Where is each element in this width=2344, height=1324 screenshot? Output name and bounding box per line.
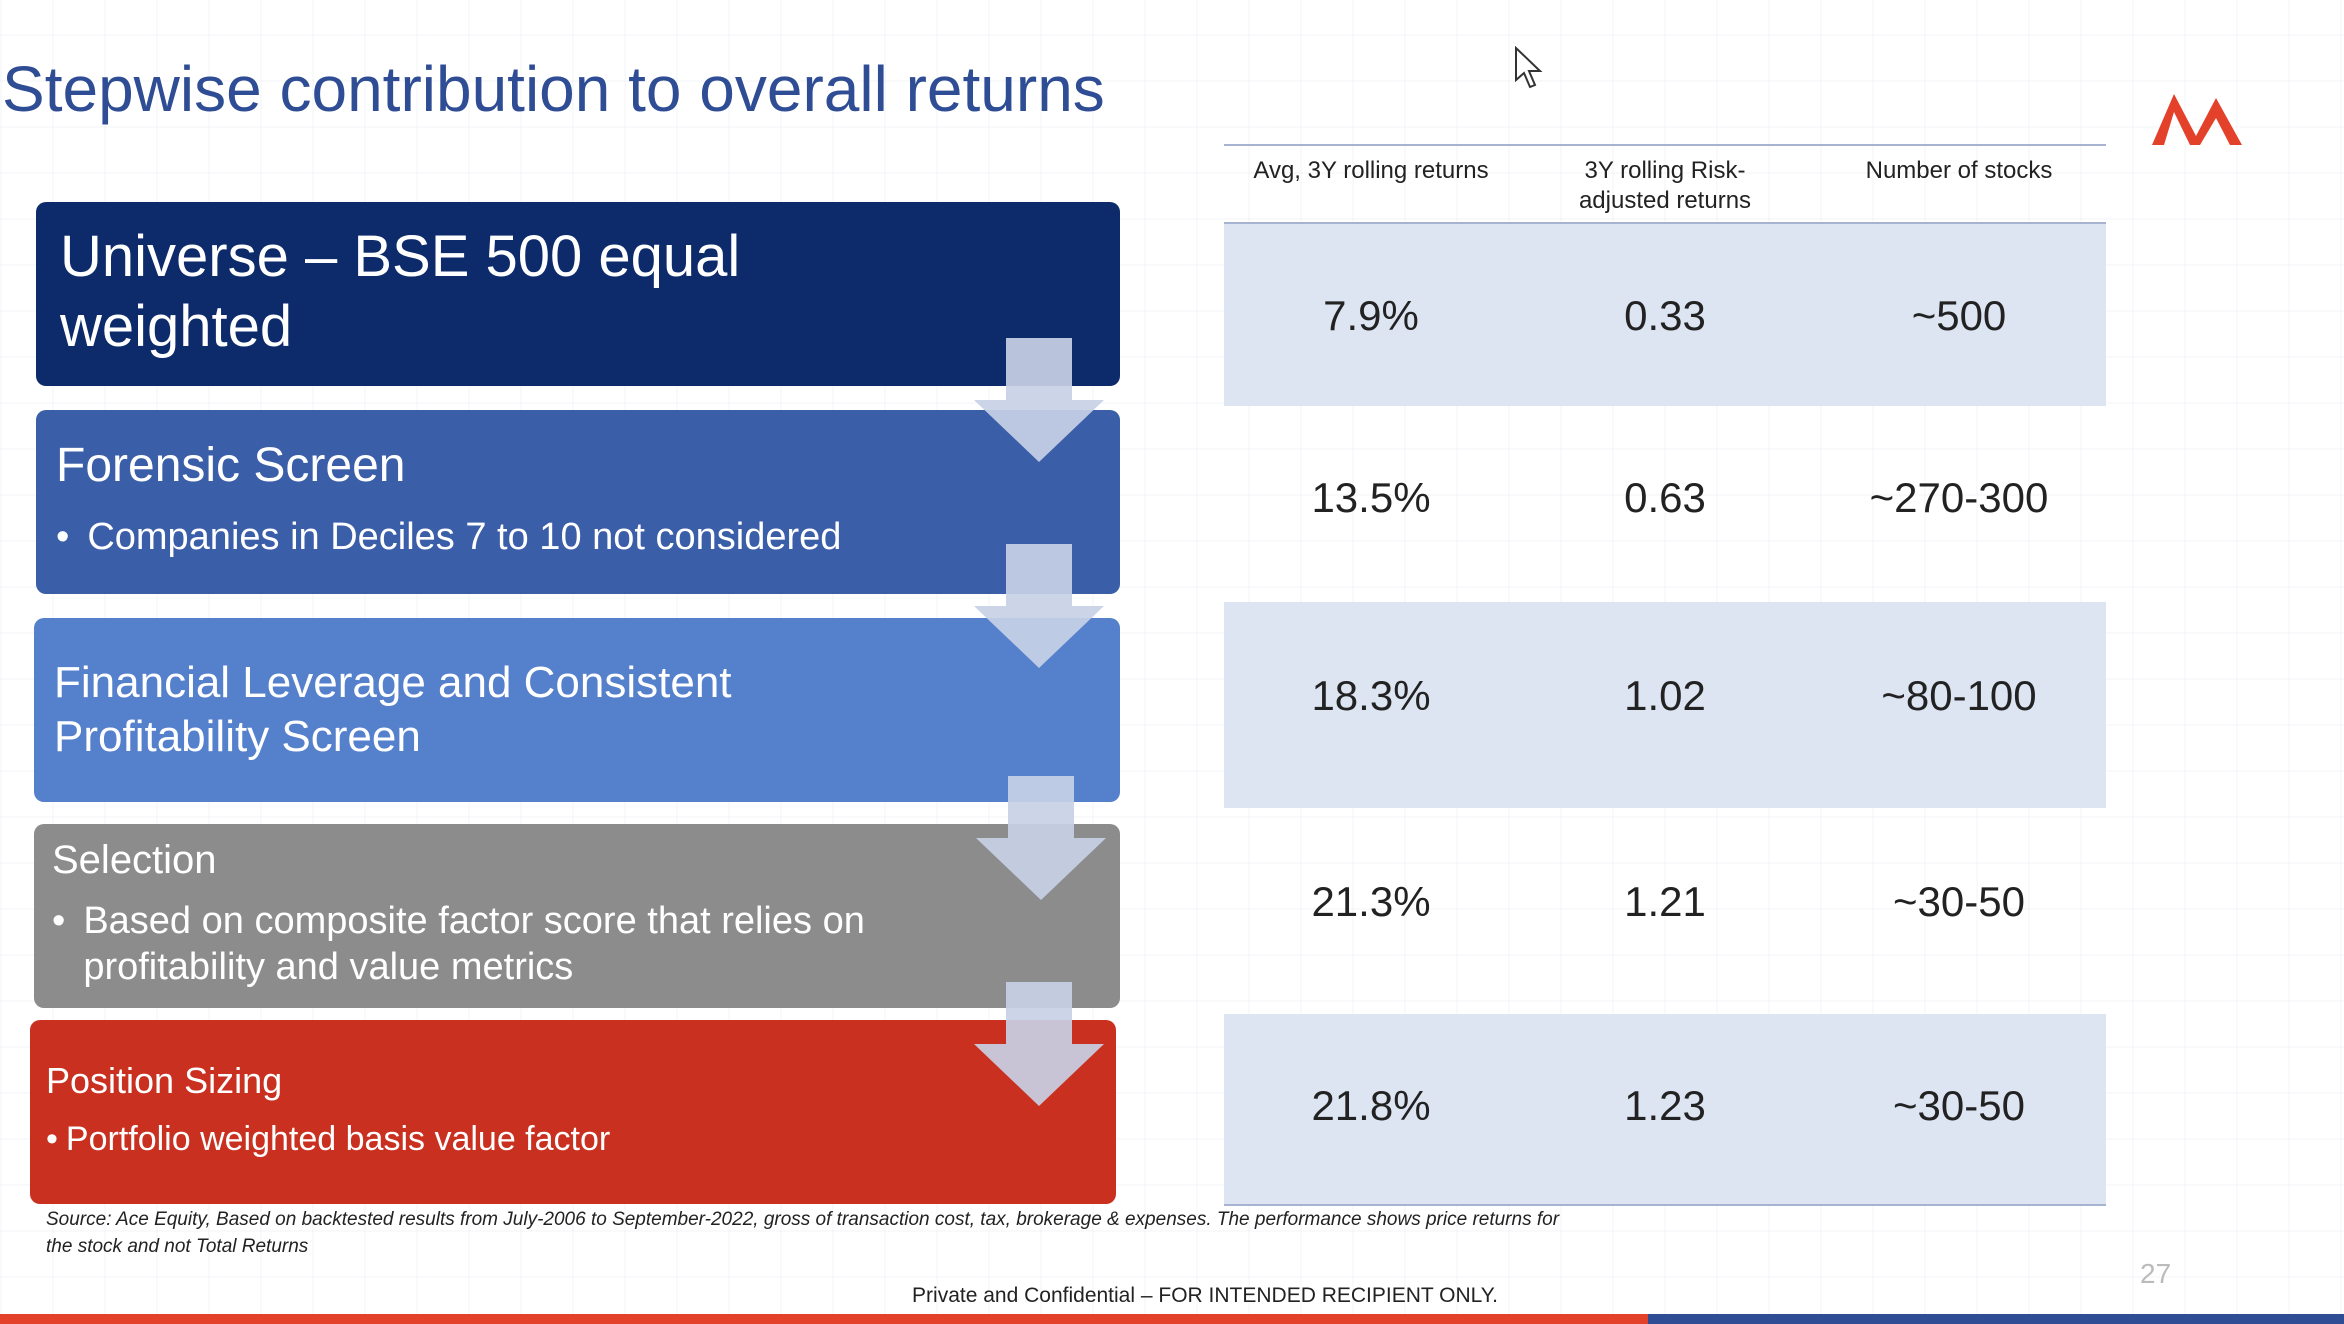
table-cell-risk-adjusted: 0.33: [1624, 292, 1706, 339]
table-cell-returns: 7.9%: [1323, 292, 1419, 339]
confidential-footer: Private and Confidential – FOR INTENDED …: [912, 1284, 1498, 1307]
footer-bar-red: [0, 1314, 1648, 1324]
step-leverage-profitability: Financial Leverage and Consistent Profit…: [34, 618, 1120, 802]
double-peak-logo-icon: [2152, 94, 2242, 145]
table-header-number-of-stocks: Number of stocks: [1865, 157, 2053, 184]
step-position-sizing: Position Sizing • Portfolio weighted basi…: [30, 1020, 1116, 1204]
table-cell-stocks: ~500: [1911, 292, 2007, 339]
step-bullet: • Based on composite factor score that re…: [52, 898, 1052, 990]
down-arrow-icon: [974, 544, 1104, 668]
table-bottom-rule: [1224, 1204, 2106, 1206]
page-number: 27: [2140, 1258, 2172, 1289]
step-universe: Universe – BSE 500 equal weighted: [36, 202, 1120, 386]
table-cell-risk-adjusted: 1.21: [1624, 878, 1706, 925]
step-bullet-text: Based on composite factor score that rel…: [83, 900, 865, 988]
down-arrow-icon: [974, 982, 1104, 1106]
table-cell-returns: 21.8%: [1311, 1082, 1431, 1129]
table-cell-risk-adjusted: 1.23: [1624, 1082, 1706, 1129]
step-title: Position Sizing: [46, 1060, 283, 1101]
table-cell-returns: 13.5%: [1311, 474, 1431, 521]
step-bullet: • Companies in Deciles 7 to 10 not consid…: [56, 516, 841, 559]
step-forensic-screen: Forensic Screen • Companies in Deciles 7 …: [36, 410, 1120, 594]
step-title: Financial Leverage and Consistent Profit…: [54, 658, 732, 761]
table-cell-risk-adjusted: 1.02: [1624, 672, 1706, 719]
step-title: Universe – BSE 500 equal weighted: [60, 224, 741, 359]
table-header-avg-returns: Avg, 3Y rolling returns: [1253, 157, 1489, 184]
table-cell-stocks: ~30-50: [1893, 1082, 2025, 1129]
step-selection: Selection • Based on composite factor sco…: [34, 824, 1120, 1008]
down-arrow-icon: [974, 338, 1104, 462]
table-header-risk-adjusted: 3Y rolling Risk-adjusted returns: [1578, 157, 1752, 214]
table-cell-returns: 21.3%: [1311, 878, 1431, 925]
table-row: 18.3% 1.02 ~80-100: [1224, 602, 2106, 808]
table-row: 21.8% 1.23 ~30-50: [1224, 1014, 2106, 1204]
bullet-dot-icon: •: [46, 1120, 58, 1158]
table-row: 21.3% 1.21 ~30-50: [1224, 808, 2106, 1014]
down-arrow-icon: [976, 776, 1106, 900]
step-title: Forensic Screen: [56, 439, 406, 492]
table-top-rule: [1224, 144, 2106, 146]
bullet-dot-icon: •: [56, 516, 70, 558]
table-cell-returns: 18.3%: [1311, 672, 1431, 719]
table-cell-stocks: ~80-100: [1881, 672, 2037, 719]
step-bullet: • Portfolio weighted basis value factor: [46, 1120, 610, 1159]
table-cell-risk-adjusted: 0.63: [1624, 474, 1706, 521]
table-header-rule: [1224, 222, 2106, 224]
slide-title: Stepwise contribution to overall returns: [2, 53, 1105, 125]
table-row: 7.9% 0.33 ~500: [1224, 224, 2106, 406]
table-row: 13.5% 0.63 ~270-300: [1224, 406, 2106, 602]
step-title: Selection: [52, 838, 217, 882]
table-cell-stocks: ~270-300: [1869, 474, 2049, 521]
step-bullet-text: Companies in Deciles 7 to 10 not conside…: [87, 516, 842, 558]
mouse-pointer-icon: [1515, 46, 1543, 89]
source-note: Source: Ace Equity, Based on backtested …: [46, 1209, 1560, 1257]
bullet-dot-icon: •: [52, 900, 66, 942]
table-cell-stocks: ~30-50: [1893, 878, 2025, 925]
footer-bar-blue: [1648, 1314, 2344, 1324]
step-bullet-text: Portfolio weighted basis value factor: [65, 1120, 611, 1158]
